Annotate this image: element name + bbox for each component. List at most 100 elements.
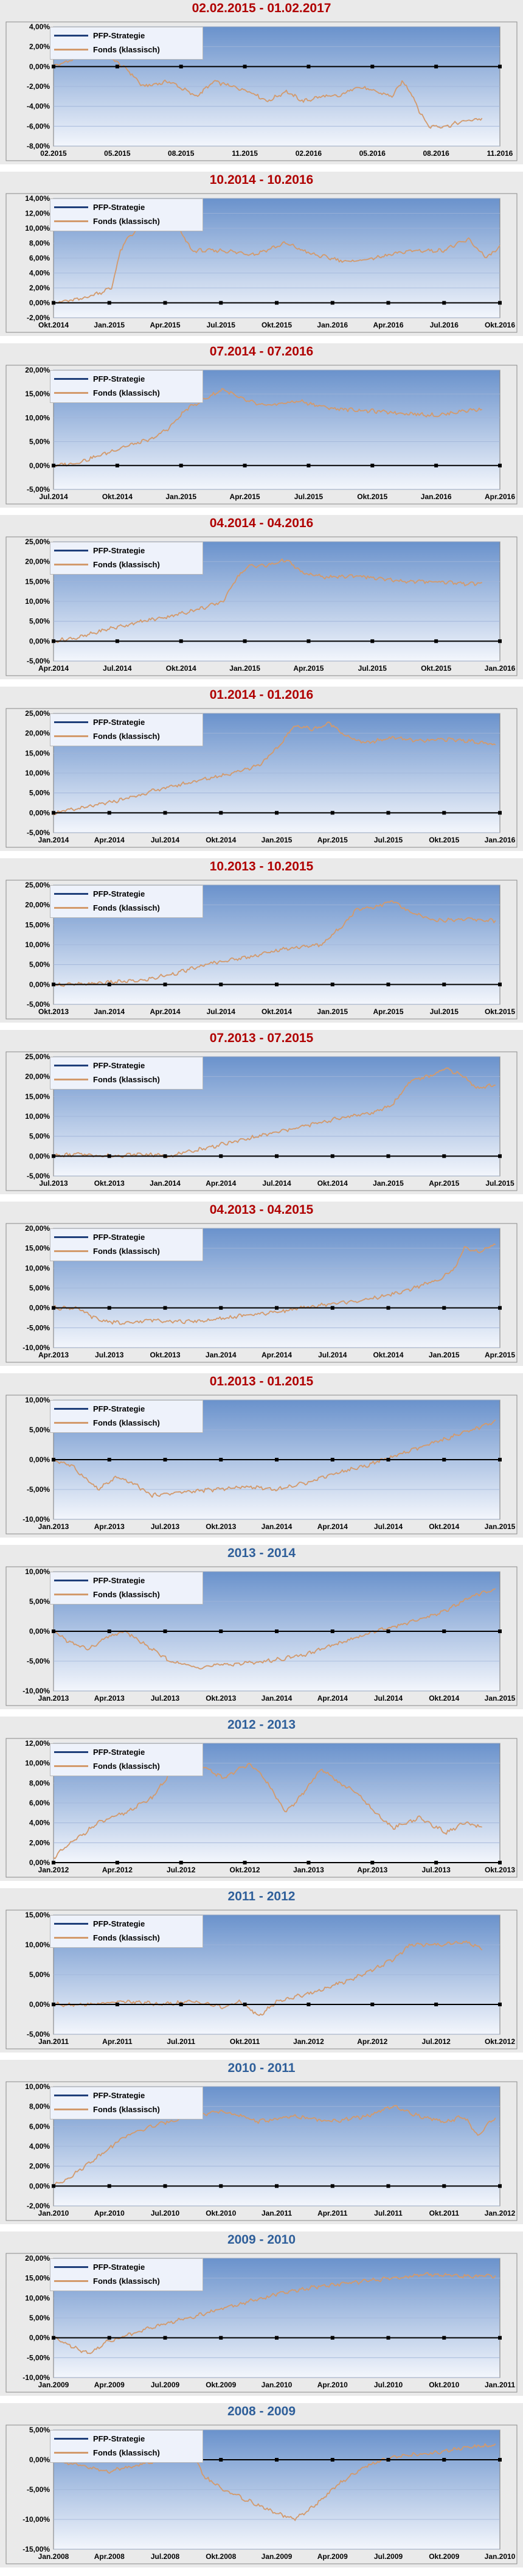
y-tick-label: 10,00%: [25, 1941, 50, 1949]
y-tick-label: 5,00%: [29, 1970, 50, 1979]
legend-label: PFP-Strategie: [93, 1061, 145, 1070]
x-tick-label: Okt.2010: [206, 2209, 236, 2217]
legend-label: PFP-Strategie: [93, 374, 145, 383]
axis-marker: [52, 65, 55, 69]
x-tick-label: Apr.2012: [357, 2037, 387, 2046]
axis-marker: [275, 982, 279, 987]
axis-marker: [163, 2184, 167, 2188]
axis-marker: [115, 463, 119, 467]
chart-frame: [5, 2424, 518, 2564]
x-tick-label: Jul.2010: [151, 2209, 180, 2217]
legend: PFP-Strategie Fonds (klassisch): [50, 1915, 203, 1948]
y-tick-label: 20,00%: [25, 1224, 50, 1233]
axis-marker: [219, 811, 223, 815]
legend-item: PFP-Strategie: [53, 373, 199, 386]
chart-title: 02.02.2015 - 01.02.2017: [192, 1, 331, 15]
axis-marker: [498, 2336, 502, 2340]
y-tick-label: 10,00%: [25, 413, 50, 422]
x-tick-label: Okt.2009: [429, 2552, 459, 2561]
x-tick-label: Jan.2011: [262, 2209, 292, 2217]
x-tick-label: Jul.2016: [430, 321, 459, 329]
axis-marker: [163, 982, 167, 987]
axis-marker: [243, 1861, 247, 1864]
y-tick-label: 8,00%: [29, 239, 50, 248]
x-tick-label: Jul.2009: [374, 2552, 403, 2561]
x-tick-label: Jul.2010: [374, 2381, 403, 2389]
x-tick-label: Apr.2011: [102, 2037, 133, 2046]
chart-svg: 25,00% 20,00% 15,00% 10,00% 5,00% 0,00% -5,00%…: [5, 536, 518, 676]
legend-swatch: [54, 2109, 88, 2110]
chart-panel: 2013 - 2014 10,00% 5,00% 0,00% -5,00% -10,00%…: [0, 1545, 523, 1709]
chart-frame: [5, 880, 518, 1020]
legend-label: PFP-Strategie: [93, 1748, 145, 1757]
x-tick-label: Okt.2015: [262, 321, 292, 329]
x-tick-label: Okt.2014: [206, 836, 236, 844]
series-strategie-line: [53, 1940, 482, 2016]
y-tick-label: -5,00%: [27, 828, 50, 837]
x-tick-label: Jul.2014: [374, 1522, 403, 1531]
x-tick-label: Okt.2014: [38, 321, 69, 329]
y-tick-label: -6,00%: [27, 122, 50, 130]
chart-frame: [5, 1223, 518, 1363]
chart-title: 2013 - 2014: [227, 1546, 296, 1560]
axis-marker: [386, 2184, 390, 2188]
y-tick-label: 10,00%: [25, 224, 50, 233]
legend-swatch: [54, 907, 88, 909]
axis-marker: [330, 2336, 334, 2340]
series-strategie-line: [53, 1762, 482, 1860]
x-tick-label: Okt.2015: [357, 492, 387, 501]
series-strategie-line: [53, 388, 482, 467]
x-tick-label: Jan.2010: [262, 2381, 293, 2389]
y-tick-label: 5,00%: [29, 1597, 50, 1606]
x-tick-label: Jul.2014: [103, 664, 132, 673]
axis-marker: [498, 811, 502, 815]
chart-title: 01.2013 - 01.2015: [209, 1374, 314, 1388]
x-tick-label: Jan.2014: [262, 1522, 293, 1531]
x-tick-label: Apr.2014: [317, 1694, 348, 1703]
chart-frame: [5, 1909, 518, 2049]
legend-label: Fonds (klassisch): [93, 560, 160, 569]
y-tick-label: 5,00%: [29, 1426, 50, 1434]
axis-marker: [498, 65, 502, 69]
chart-frame: [5, 536, 518, 676]
y-tick-label: 0,00%: [29, 299, 50, 307]
y-tick-label: 15,00%: [25, 390, 50, 398]
chart-panel: 2008 - 2009 5,00% 0,00% -5,00% -10,00% -15,00…: [0, 2403, 523, 2567]
y-tick-label: 6,00%: [29, 2122, 50, 2130]
x-tick-label: Jan.2014: [206, 1351, 237, 1359]
axis-marker: [442, 1154, 446, 1158]
y-tick-label: 10,00%: [25, 1567, 50, 1576]
x-tick-label: 11.2016: [487, 149, 513, 158]
chart-frame: [5, 193, 518, 333]
axis-marker: [386, 982, 390, 987]
chart-frame: [5, 2081, 518, 2221]
legend-swatch: [54, 220, 88, 222]
legend-swatch: [54, 1751, 88, 1753]
x-tick-label: Jan.2015: [262, 836, 293, 844]
legend-label: PFP-Strategie: [93, 2434, 145, 2443]
axis-marker: [370, 65, 375, 69]
axis-marker: [52, 1629, 55, 1633]
y-tick-label: 0,00%: [29, 62, 50, 71]
axis-marker: [370, 2003, 375, 2006]
y-tick-label: -10,00%: [23, 1515, 50, 1524]
x-tick-label: Jan.2011: [38, 2037, 69, 2046]
y-tick-label: -5,00%: [27, 485, 50, 494]
chart-svg: 12,00%10,00%8,00%6,00%4,00%2,00%0,00%Jan…: [5, 1738, 518, 1878]
chart-svg: 10,00%8,00%6,00%4,00%2,00%0,00%-2,00%Jan…: [5, 2081, 518, 2221]
legend-item: Fonds (klassisch): [53, 901, 199, 915]
axis-marker: [370, 1861, 375, 1864]
y-tick-label: 20,00%: [25, 558, 50, 566]
axis-marker: [330, 1629, 334, 1633]
axis-marker: [163, 1306, 167, 1310]
x-tick-label: Jan.2015: [373, 1179, 404, 1188]
x-tick-label: Okt.2012: [485, 2037, 515, 2046]
legend-item: Fonds (klassisch): [53, 1931, 199, 1945]
y-tick-label: -10,00%: [23, 1343, 50, 1352]
axis-marker: [275, 1306, 279, 1310]
axis-marker: [163, 301, 167, 305]
chart-panel: 2011 - 2012 15,00% 10,00% 5,00% 0,00% -5,00% J…: [0, 1888, 523, 2053]
y-tick-label: 15,00%: [25, 1244, 50, 1253]
axis-marker: [179, 639, 183, 643]
y-tick-label: 12,00%: [25, 1739, 50, 1748]
